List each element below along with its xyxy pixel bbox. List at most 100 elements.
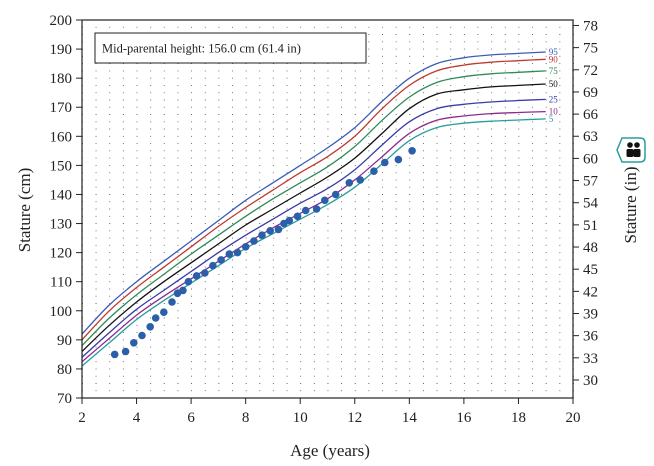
- y-tick-label: 200: [50, 13, 73, 29]
- y-tick-label: 140: [50, 187, 73, 203]
- percentile-curve-5: [81, 118, 546, 367]
- data-point: [184, 277, 193, 286]
- x-tick-label: 2: [78, 410, 86, 426]
- data-point: [138, 331, 146, 340]
- x-axis-ticks: 2 4 6 8 10 12 14 16 18 20: [78, 398, 581, 426]
- y2-tick-label: 54: [583, 196, 599, 212]
- data-point: [301, 206, 310, 215]
- data-point: [312, 205, 321, 213]
- x-tick-label: 14: [402, 410, 418, 426]
- y2-tick-label: 39: [583, 307, 598, 323]
- percentile-label-5: 5: [549, 114, 554, 124]
- y-axis-label: Stature (cm): [15, 168, 34, 253]
- x-tick-label: 20: [566, 410, 581, 426]
- percentile-label-25: 25: [549, 94, 559, 104]
- percentile-label-90: 90: [549, 54, 559, 64]
- y-tick-label: 180: [50, 71, 73, 87]
- y-tick-label: 120: [50, 246, 73, 262]
- y-tick-label: 70: [57, 391, 72, 407]
- y-tick-label: 90: [57, 333, 72, 349]
- data-point: [160, 308, 168, 317]
- data-point: [250, 237, 258, 245]
- y-tick-label: 110: [50, 275, 72, 291]
- y2-tick-label: 51: [583, 218, 598, 234]
- x-tick-label: 8: [242, 410, 250, 426]
- gender-icon: [616, 137, 646, 163]
- y-tick-label: 100: [50, 304, 73, 320]
- data-point: [179, 286, 187, 295]
- y2-tick-label: 57: [583, 174, 599, 190]
- y2-tick-label: 72: [583, 63, 598, 79]
- y2-tick-label: 36: [583, 329, 599, 345]
- x-tick-label: 12: [347, 410, 362, 426]
- data-point: [233, 248, 242, 257]
- y2-axis-ticks: 30 33 36 39 42 45 48 51 54 57 60 63 66 69 72 75 78: [573, 18, 599, 389]
- x-tick-label: 4: [133, 410, 141, 426]
- y2-tick-label: 78: [583, 18, 598, 34]
- data-point: [110, 350, 119, 359]
- data-point: [130, 339, 138, 347]
- y2-tick-label: 60: [583, 151, 598, 167]
- data-point: [381, 158, 389, 167]
- y2-tick-label: 66: [583, 107, 599, 123]
- percentile-curve-95: [81, 51, 546, 335]
- data-point: [258, 231, 266, 239]
- data-point: [356, 176, 365, 184]
- x-tick-label: 16: [456, 410, 472, 426]
- x-axis-label: Age (years): [290, 441, 370, 460]
- data-point: [146, 323, 154, 331]
- data-point: [192, 272, 201, 280]
- percentile-label-10: 10: [549, 107, 559, 117]
- y2-axis-label: Stature (in): [621, 167, 640, 244]
- data-point: [285, 216, 294, 225]
- y-axis-ticks: 70 80 90 100 110 120 130 140 150 160 170 180 190 200: [50, 13, 82, 407]
- data-point: [225, 250, 234, 258]
- data-point: [201, 269, 209, 277]
- data-point: [209, 261, 217, 270]
- data-point: [331, 190, 340, 199]
- data-point: [370, 167, 378, 175]
- y-tick-label: 80: [57, 362, 72, 378]
- data-point: [151, 314, 160, 322]
- x-tick-label: 10: [293, 410, 308, 426]
- percentile-curve-10: [81, 110, 546, 363]
- data-point: [168, 298, 176, 306]
- data-point: [274, 225, 283, 234]
- percentile-label-50: 50: [549, 79, 559, 89]
- percentile-curve-50: [81, 83, 546, 352]
- annotation-box: Mid-parental height: 156.0 cm (61.4 in): [94, 32, 367, 64]
- percentile-curve-25: [81, 98, 546, 358]
- data-point: [321, 196, 329, 205]
- plot-frame: [81, 19, 574, 399]
- y-tick-label: 170: [50, 100, 73, 116]
- patient-data-points: [110, 147, 416, 359]
- data-point: [394, 155, 403, 164]
- data-point: [408, 147, 416, 155]
- x-tick-label: 6: [187, 410, 195, 426]
- y2-tick-label: 48: [583, 240, 598, 256]
- y-tick-label: 130: [50, 217, 73, 233]
- y-tick-label: 190: [50, 42, 73, 58]
- data-point: [345, 179, 354, 187]
- percentile-label-75: 75: [549, 66, 559, 76]
- y2-tick-label: 30: [583, 373, 598, 389]
- y2-tick-label: 63: [583, 129, 598, 145]
- y2-tick-label: 33: [583, 351, 598, 367]
- y-tick-label: 150: [50, 158, 73, 174]
- percentile-curve-75: [81, 70, 546, 347]
- annotation-text: Mid-parental height: 156.0 cm (61.4 in): [102, 42, 301, 56]
- y-tick-label: 160: [50, 129, 73, 145]
- y2-tick-label: 75: [583, 41, 598, 57]
- data-point: [241, 243, 250, 251]
- y2-tick-label: 69: [583, 85, 598, 101]
- x-tick-label: 18: [511, 410, 526, 426]
- percentile-curve-90: [81, 58, 546, 341]
- data-point: [217, 256, 225, 264]
- percentile-curves: [81, 51, 546, 367]
- y2-tick-label: 45: [583, 262, 598, 278]
- data-point: [266, 227, 275, 235]
- data-point: [293, 212, 302, 221]
- y2-tick-label: 42: [583, 284, 598, 300]
